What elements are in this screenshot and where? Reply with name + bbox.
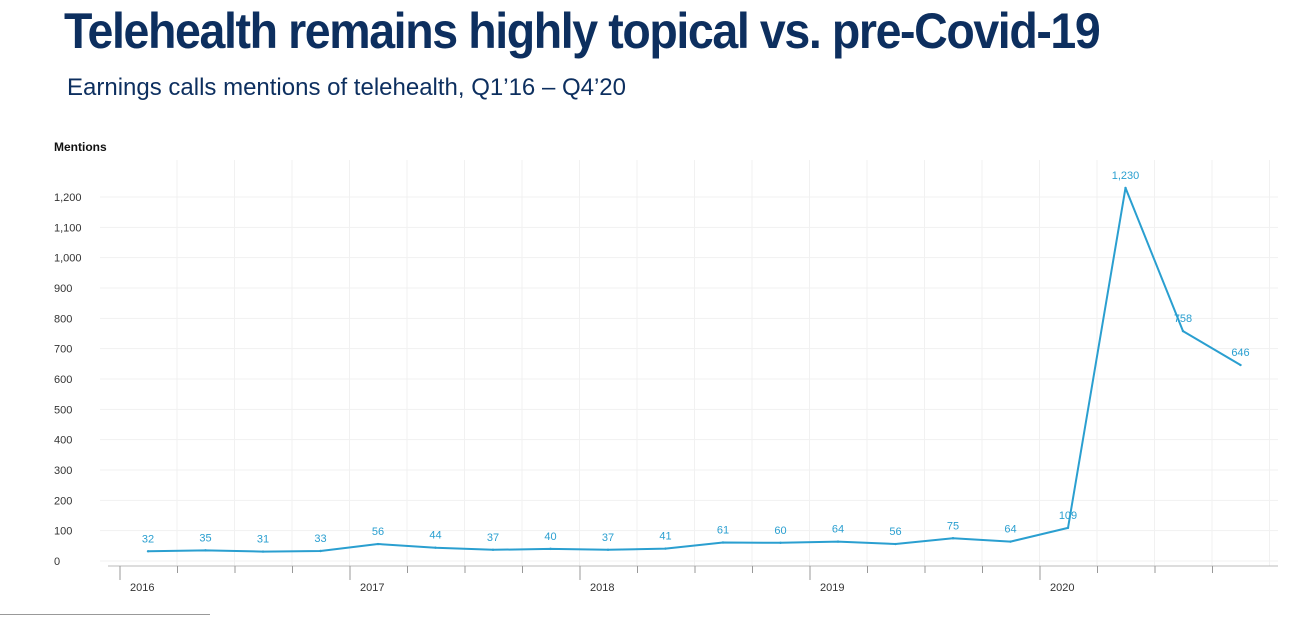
- x-tick-label: 2017: [360, 582, 384, 594]
- bottom-divider: [0, 614, 210, 615]
- x-axis: 2016 2017 2018 2019 2020: [108, 565, 1278, 594]
- series-line: [147, 186, 1242, 553]
- y-tick-label: 1,200: [54, 192, 82, 204]
- y-tick-label: 400: [54, 435, 72, 447]
- data-point: [319, 549, 322, 553]
- data-point: [779, 541, 782, 544]
- data-label: 109: [1059, 510, 1077, 522]
- data-point: [376, 542, 380, 546]
- data-label: 64: [1004, 524, 1016, 536]
- data-label: 64: [832, 524, 844, 536]
- data-label: 75: [947, 520, 959, 532]
- data-point: [721, 541, 725, 544]
- data-label: 37: [487, 532, 499, 544]
- series-line-group: [146, 186, 1242, 553]
- y-axis-title: Mentions: [54, 140, 107, 154]
- data-point: [261, 550, 265, 553]
- data-label: 758: [1174, 313, 1192, 325]
- data-label: 37: [602, 532, 614, 544]
- y-tick-label: 1,000: [54, 253, 82, 265]
- data-point: [549, 547, 552, 551]
- data-label: 61: [717, 524, 729, 536]
- y-tick-label: 900: [54, 283, 72, 295]
- y-axis: 0 100 200 300 400 500 600 700 800 900 1,000 1,100 1,…: [54, 192, 82, 568]
- data-point: [1124, 186, 1127, 190]
- chart-subtitle: Earnings calls mentions of telehealth, Q…: [67, 74, 626, 101]
- x-tick-label: 2020: [1050, 582, 1074, 594]
- data-point: [491, 548, 495, 551]
- grid-lines: [100, 160, 1278, 566]
- data-point: [1181, 329, 1185, 333]
- data-point: [1066, 526, 1070, 530]
- data-label: 56: [889, 526, 901, 538]
- data-label: 40: [544, 531, 556, 543]
- x-tick-label: 2018: [590, 582, 614, 594]
- x-tick-label: 2016: [130, 582, 154, 594]
- data-point: [894, 542, 897, 546]
- data-label: 41: [659, 531, 671, 543]
- y-tick-label: 300: [54, 465, 72, 477]
- data-point: [836, 540, 840, 543]
- y-tick-label: 700: [54, 344, 72, 356]
- data-label: 33: [314, 533, 326, 545]
- data-labels: 32 35 31 33 56 44 37 40 37 41 61 60 64 56 75 64 109 1,230…: [142, 170, 1250, 546]
- data-label: 44: [429, 530, 441, 542]
- y-tick-label: 600: [54, 374, 72, 386]
- data-point: [1239, 363, 1242, 367]
- data-point: [951, 537, 955, 540]
- y-tick-label: 0: [54, 556, 60, 568]
- data-label: 35: [199, 532, 211, 544]
- y-tick-label: 1,100: [54, 222, 82, 234]
- x-tick-label: 2019: [820, 582, 844, 594]
- y-tick-label: 100: [54, 526, 72, 538]
- y-tick-label: 800: [54, 313, 72, 325]
- data-point: [146, 550, 150, 553]
- y-tick-label: 500: [54, 404, 72, 416]
- data-label: 31: [257, 534, 269, 546]
- data-label: 60: [774, 525, 786, 537]
- data-point: [204, 549, 207, 552]
- data-label: 1,230: [1112, 170, 1140, 182]
- y-tick-label: 200: [54, 495, 72, 507]
- data-label: 56: [372, 526, 384, 538]
- data-point: [434, 546, 437, 549]
- data-point: [664, 547, 667, 550]
- data-point: [606, 548, 610, 551]
- chart-title: Telehealth remains highly topical vs. pr…: [64, 3, 1101, 59]
- data-label: 646: [1231, 347, 1249, 359]
- data-point: [1009, 540, 1012, 543]
- data-label: 32: [142, 533, 154, 545]
